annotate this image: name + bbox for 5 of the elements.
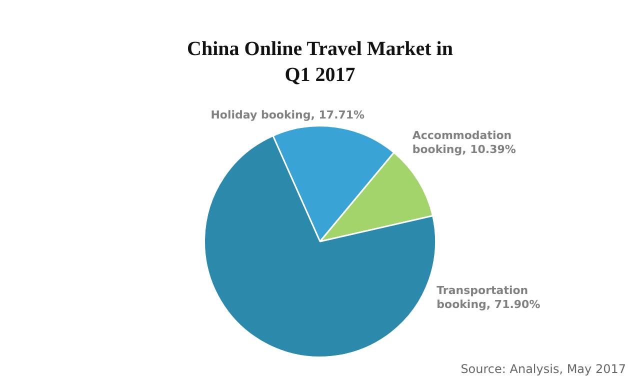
- chart-title: China Online Travel Market in Q1 2017: [186, 37, 454, 88]
- source-note: Source: Analysis, May 2017: [460, 362, 626, 376]
- slice-label: Transportation booking, 71.90%: [436, 284, 540, 312]
- slice-label: Holiday booking, 17.71%: [210, 108, 365, 122]
- slice-label: Accommodation booking, 10.39%: [412, 129, 516, 156]
